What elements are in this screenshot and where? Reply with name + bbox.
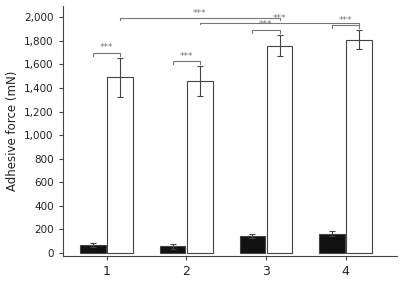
Bar (107, 78, 133, 253)
Bar (319, 234, 345, 253)
Text: ***: *** (179, 52, 193, 61)
Bar (267, 46, 292, 253)
Y-axis label: Adhesive force (mN): Adhesive force (mN) (6, 71, 19, 191)
Bar (240, 236, 265, 253)
Text: ***: *** (273, 14, 286, 22)
Bar (80, 245, 106, 253)
Bar (160, 247, 185, 253)
Text: ***: *** (193, 9, 207, 18)
Text: ***: *** (259, 20, 273, 30)
Bar (187, 81, 212, 253)
Bar (347, 40, 372, 253)
Text: ***: *** (339, 16, 352, 25)
Text: ***: *** (100, 43, 113, 53)
